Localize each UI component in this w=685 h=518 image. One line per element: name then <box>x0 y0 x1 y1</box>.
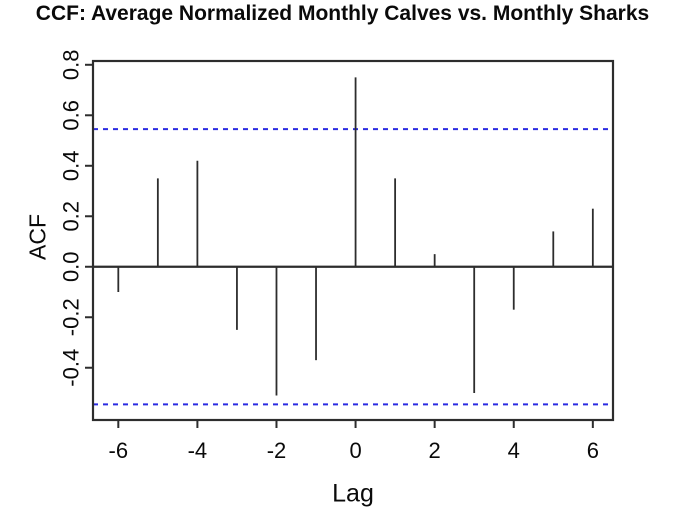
y-tick-label: 0.4 <box>59 150 84 181</box>
y-tick-label: 0.8 <box>59 49 84 80</box>
plot-border <box>91 59 615 422</box>
x-tick-label: -4 <box>188 438 208 463</box>
x-tick-label: -2 <box>267 438 287 463</box>
y-tick-label: 0.2 <box>59 201 84 232</box>
x-tick-label: 6 <box>587 438 599 463</box>
y-tick-label: 0.6 <box>59 100 84 131</box>
x-tick-label: 0 <box>349 438 361 463</box>
y-tick-label: -0.4 <box>59 349 84 387</box>
y-tick-label: 0.0 <box>59 251 84 282</box>
chart-title: CCF: Average Normalized Monthly Calves v… <box>35 2 650 25</box>
x-tick-label: 4 <box>508 438 520 463</box>
x-tick-label: -6 <box>109 438 129 463</box>
x-tick-label: 2 <box>429 438 441 463</box>
y-tick-label: -0.2 <box>59 298 84 336</box>
y-axis-label: ACF <box>24 214 51 260</box>
x-axis-label: Lag <box>332 479 374 508</box>
